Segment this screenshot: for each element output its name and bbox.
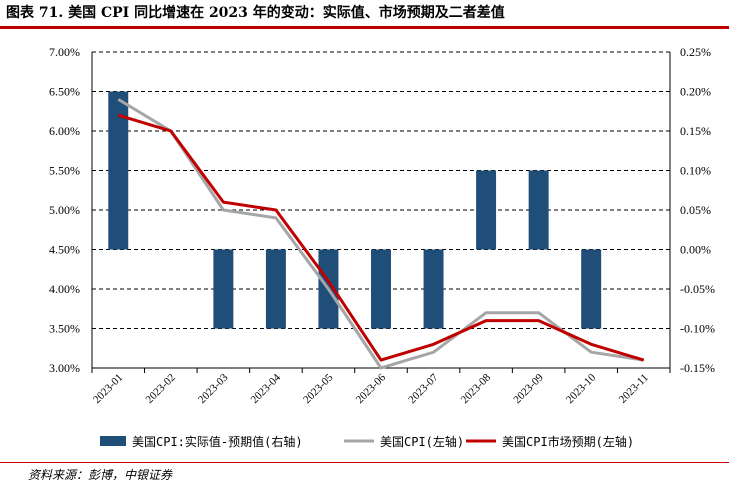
left-tick-label: 7.00% xyxy=(49,45,80,59)
left-tick-label: 6.00% xyxy=(49,124,80,138)
right-tick-label: 0.05% xyxy=(680,203,711,217)
x-tick-label: 2023-01 xyxy=(91,372,125,406)
title-divider xyxy=(0,26,729,29)
diff-bar xyxy=(581,250,601,329)
x-tick-label: 2023-11 xyxy=(617,372,651,406)
legend: 美国CPI:实际值-预期值(右轴) 美国CPI(左轴) 美国CPI市场预期(左轴) xyxy=(100,434,634,449)
diff-bar xyxy=(213,250,233,329)
x-tick-label: 2023-04 xyxy=(249,371,284,406)
right-tick-label: 0.10% xyxy=(680,164,711,178)
right-tick-label: 0.00% xyxy=(680,243,711,257)
right-tick-label: 0.15% xyxy=(680,124,711,138)
x-tick-label: 2023-07 xyxy=(406,371,441,406)
right-tick-label: 0.25% xyxy=(680,45,711,59)
right-tick-label: -0.15% xyxy=(680,361,715,375)
legend-item-diff-label: 美国CPI:实际值-预期值(右轴) xyxy=(132,434,303,449)
left-tick-label: 4.00% xyxy=(49,282,80,296)
right-tick-label: 0.20% xyxy=(680,85,711,99)
legend-item-actual-label: 美国CPI(左轴) xyxy=(380,434,464,449)
left-tick-label: 3.00% xyxy=(49,361,80,375)
left-tick-label: 6.50% xyxy=(49,85,80,99)
chart-title: 图表 71. 美国 CPI 同比增速在 2023 年的变动：实际值、市场预期及二… xyxy=(6,2,723,26)
footer-divider xyxy=(0,462,729,463)
left-tick-label: 5.50% xyxy=(49,164,80,178)
diff-bar xyxy=(266,250,286,329)
source-note: 资料来源：彭博，中银证券 xyxy=(28,467,172,483)
left-tick-label: 5.00% xyxy=(49,203,80,217)
left-tick-label: 4.50% xyxy=(49,243,80,257)
x-tick-label: 2023-10 xyxy=(564,371,599,406)
legend-item-expected-label: 美国CPI市场预期(左轴) xyxy=(502,434,634,449)
left-tick-label: 3.50% xyxy=(49,322,80,336)
diff-bar xyxy=(476,171,496,250)
legend-swatch xyxy=(100,436,126,446)
x-tick-label: 2023-03 xyxy=(196,371,231,406)
diff-bar xyxy=(529,171,549,250)
right-tick-label: -0.05% xyxy=(680,282,715,296)
diff-bar xyxy=(424,250,444,329)
cpi-chart: 3.00% 3.50% 4.00% 4.50% 5.00% 5.50% 6.00% 6.50%… xyxy=(0,30,729,460)
diff-bar xyxy=(371,250,391,329)
x-tick-label: 2023-06 xyxy=(354,371,389,406)
right-tick-label: -0.10% xyxy=(680,322,715,336)
x-tick-label: 2023-02 xyxy=(144,372,178,406)
x-tick-label: 2023-09 xyxy=(511,371,546,406)
x-tick-label: 2023-05 xyxy=(301,371,336,406)
x-tick-label: 2023-08 xyxy=(459,371,494,406)
